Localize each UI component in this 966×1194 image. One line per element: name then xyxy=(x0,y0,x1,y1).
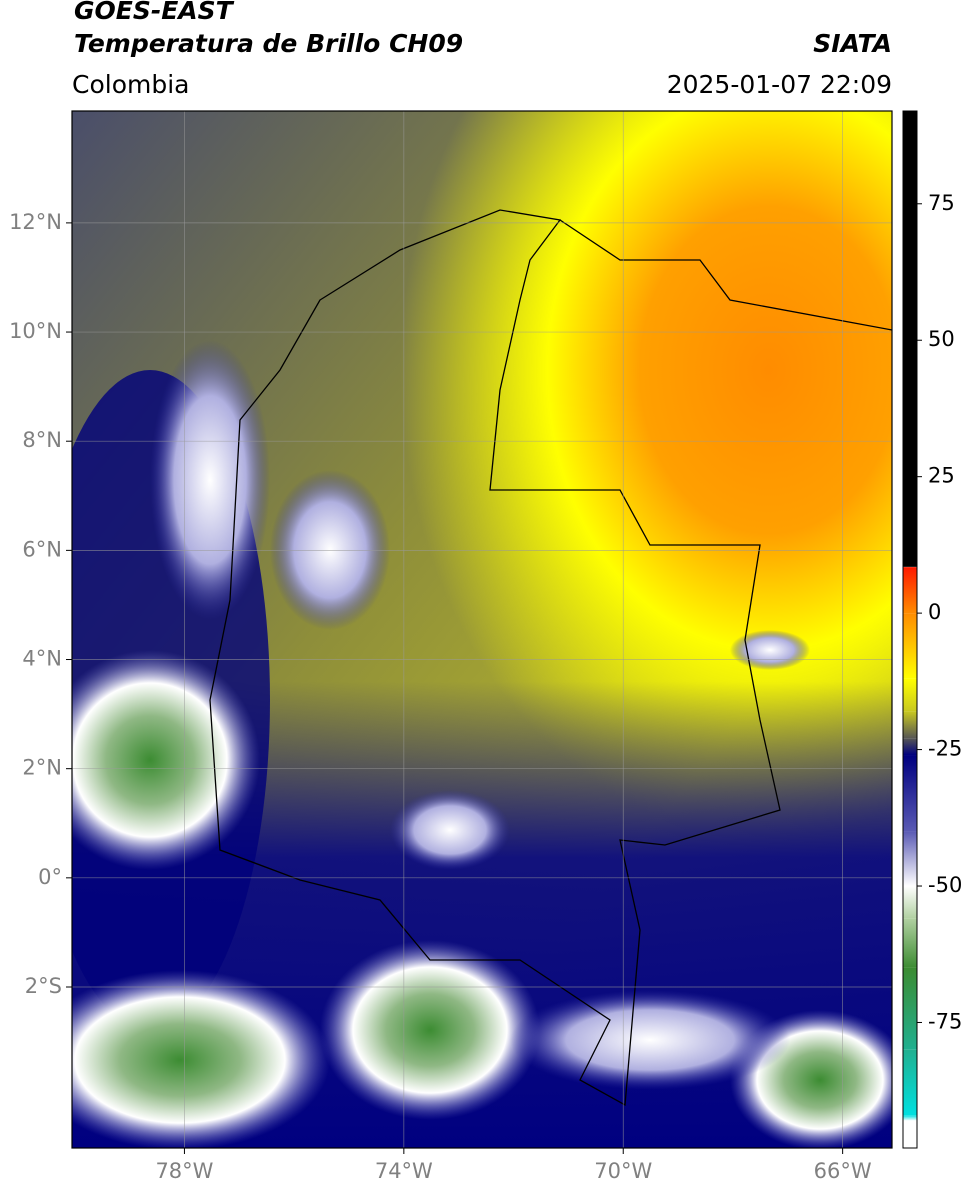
datetime: 2025-01-07 22:09 xyxy=(667,70,892,99)
y-tick-label: 4°N xyxy=(22,647,62,671)
colorbar-tick-label: 25 xyxy=(928,464,955,488)
colorbar-segment xyxy=(903,678,917,712)
y-tick-label: 2°S xyxy=(25,974,62,998)
colorbar-tick-label: 50 xyxy=(928,327,955,351)
satellite-image xyxy=(72,111,892,1148)
colorbar-segment xyxy=(903,755,917,832)
colorbar-segment xyxy=(903,1049,917,1116)
map-frame xyxy=(71,110,893,1149)
title: GOES-EAST xyxy=(74,0,235,25)
x-tick-label: 70°W xyxy=(594,1159,652,1183)
colorbar-segment xyxy=(903,738,917,756)
x-tick-label: 74°W xyxy=(375,1159,433,1183)
y-tick-label: 12°N xyxy=(9,210,62,234)
source: SIATA xyxy=(813,29,892,58)
colorbar-tick-label: -25 xyxy=(928,737,962,761)
colorbar-segment xyxy=(903,613,917,679)
colorbar-segment xyxy=(903,918,917,968)
colorbar-tick-label: -50 xyxy=(928,873,962,897)
y-tick-label: 10°N xyxy=(9,319,62,343)
colorbar-segment xyxy=(903,1115,917,1121)
y-tick-label: 0° xyxy=(38,865,62,889)
colorbar-tick-label: 0 xyxy=(928,600,941,624)
colorbar-frame xyxy=(902,110,918,1149)
colorbar-segment xyxy=(903,567,917,614)
colorbar-segment xyxy=(903,831,917,887)
x-tick-label: 66°W xyxy=(814,1159,872,1183)
colorbar-segment xyxy=(903,111,917,567)
y-tick-label: 6°N xyxy=(22,537,62,561)
colorbar-segment xyxy=(903,711,917,739)
y-tick-label: 2°N xyxy=(22,756,62,780)
colorbar-tick-label: -75 xyxy=(928,1009,962,1033)
region: Colombia xyxy=(72,70,189,99)
subtitle: Temperatura de Brillo CH09 xyxy=(74,29,463,58)
colorbar-tick-label: 75 xyxy=(928,191,955,215)
colorbar-segment xyxy=(903,967,917,1050)
y-tick-label: 8°N xyxy=(22,428,62,452)
colorbar-segment xyxy=(903,1120,917,1148)
colorbar-segment xyxy=(903,566,917,568)
colorbar-segment xyxy=(903,886,917,919)
x-tick-label: 78°W xyxy=(155,1159,213,1183)
